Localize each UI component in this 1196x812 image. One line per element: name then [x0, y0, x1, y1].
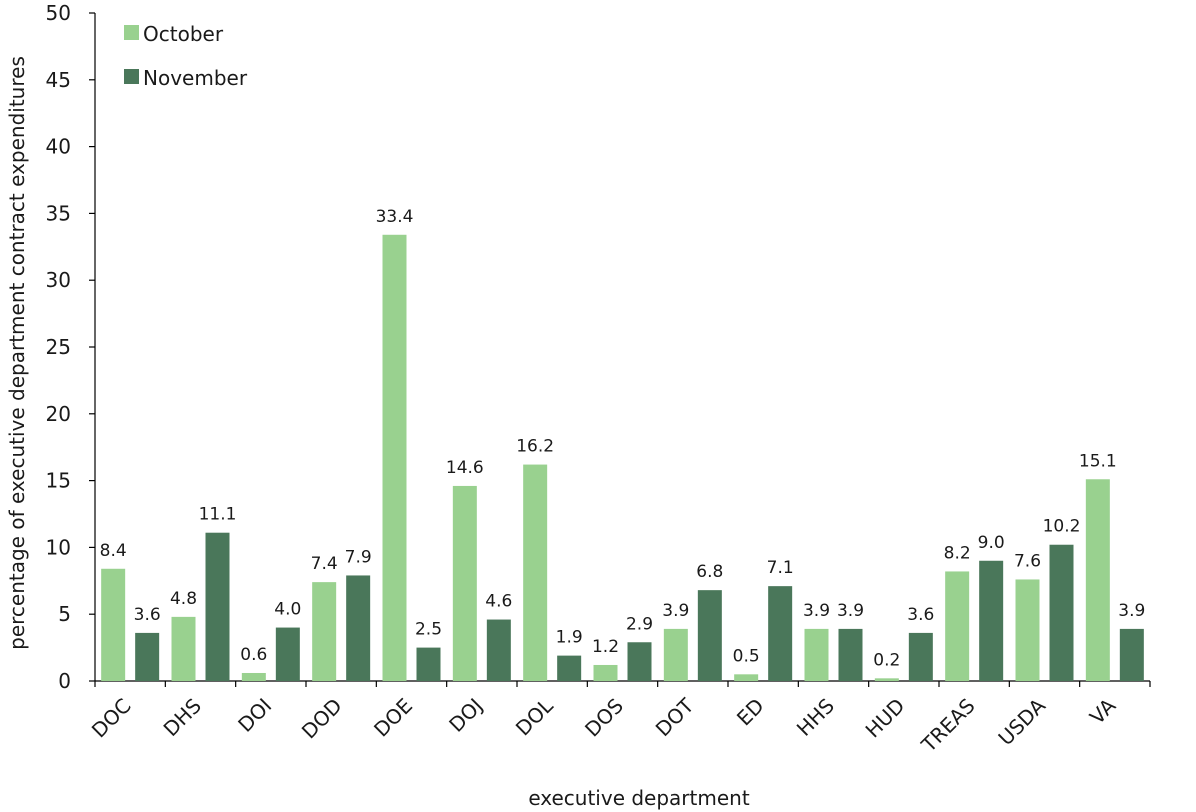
bar-november-ed	[768, 586, 793, 681]
bar-october-dot	[663, 628, 688, 681]
bar-october-usda	[1015, 579, 1040, 681]
bar-november-dot	[697, 590, 722, 681]
data-label: 7.1	[767, 558, 794, 578]
x-tick-label: HUD	[861, 694, 910, 743]
y-tick-label: 0	[58, 669, 71, 693]
bar-november-hhs	[838, 628, 863, 681]
bar-november-dod	[346, 575, 371, 681]
y-tick-label: 35	[46, 201, 71, 225]
bar-october-hud	[874, 678, 899, 681]
y-tick-label: 50	[46, 1, 71, 25]
bar-october-doi	[241, 672, 266, 681]
bar-november-doi	[275, 627, 300, 681]
bar-november-usda	[1049, 544, 1074, 681]
bars	[101, 234, 1144, 681]
bar-october-dhs	[171, 616, 196, 681]
x-tick-label: DOJ	[444, 694, 487, 737]
bar-labels: 8.4 4.8 0.6 7.4 33.4 14.6 16.2 1.2 3.9 0.5 3.9 0.2 8…	[100, 207, 1146, 671]
x-tick-label: ED	[732, 694, 769, 731]
bar-november-dos	[627, 642, 652, 681]
x-tick-label: HHS	[792, 694, 839, 741]
data-label: 1.2	[592, 637, 619, 657]
data-label: 16.2	[516, 437, 554, 457]
data-label: 3.9	[662, 601, 689, 621]
x-tick-label: TREAS	[916, 694, 980, 758]
x-tick-label: DOE	[369, 694, 417, 742]
bar-october-dos	[593, 664, 618, 681]
bar-november-hud	[908, 632, 933, 681]
bar-november-dol	[557, 655, 582, 681]
data-label: 9.0	[978, 533, 1005, 553]
y-tick-label: 45	[46, 68, 71, 92]
data-label: 6.8	[696, 562, 723, 582]
legend: October November	[124, 22, 248, 90]
x-tick-label: VA	[1085, 693, 1121, 729]
data-label: 14.6	[446, 458, 484, 478]
bar-october-doc	[101, 568, 126, 681]
y-tick-label: 20	[46, 402, 71, 426]
x-tick-label: DHS	[159, 694, 206, 741]
x-tick-label: USDA	[993, 693, 1050, 750]
bar-october-hhs	[804, 628, 829, 681]
bar-november-dhs	[205, 532, 230, 681]
bar-october-dod	[312, 582, 337, 681]
y-tick-label: 5	[58, 602, 71, 626]
data-label: 8.4	[100, 541, 127, 561]
y-axis-title: percentage of executive department contr…	[5, 56, 29, 650]
data-label: 3.9	[1118, 601, 1145, 621]
data-label: 0.2	[873, 650, 900, 670]
data-label: 3.9	[837, 601, 864, 621]
legend-swatch-october	[124, 25, 139, 40]
y-tick-label: 30	[46, 268, 71, 292]
bar-october-va	[1085, 479, 1110, 681]
y-tick-label: 25	[46, 335, 71, 359]
data-label: 7.9	[345, 547, 372, 567]
data-label: 7.4	[311, 554, 338, 574]
bar-november-va	[1119, 628, 1144, 681]
y-axis: 0 5 10 15 20 25 30 35 40 45 50	[46, 1, 96, 693]
data-label: 4.8	[170, 589, 197, 609]
bar-october-doj	[452, 485, 477, 681]
bar-october-doe	[382, 234, 407, 681]
bar-october-ed	[734, 674, 759, 681]
data-label: 0.5	[733, 646, 760, 666]
data-label: 33.4	[376, 207, 414, 227]
data-label: 4.6	[485, 592, 512, 612]
y-tick-label: 15	[46, 469, 71, 493]
data-label: 0.6	[240, 645, 267, 665]
data-label: 15.1	[1079, 451, 1117, 471]
data-label: 2.5	[415, 620, 442, 640]
x-tick-label: DOD	[297, 694, 347, 744]
data-label: 1.9	[556, 628, 583, 648]
bar-november-doc	[135, 632, 160, 681]
data-label: 3.6	[907, 605, 934, 625]
x-tick-label: DOI	[233, 694, 276, 737]
x-tick-label: DOC	[87, 694, 136, 743]
bar-november-doe	[416, 647, 441, 681]
x-tick-label: DOL	[511, 693, 558, 740]
data-label: 8.2	[944, 543, 971, 563]
x-tick-label: DOS	[580, 694, 628, 742]
data-label: 2.9	[626, 614, 653, 634]
data-label: 7.6	[1014, 551, 1041, 571]
bar-october-treas	[945, 571, 970, 681]
legend-label-october: October	[143, 22, 224, 46]
data-label: 10.2	[1043, 517, 1081, 537]
data-label: 4.0	[274, 600, 301, 620]
y-tick-label: 40	[46, 135, 71, 159]
x-tick-label: DOT	[651, 693, 699, 741]
data-label: 11.1	[199, 505, 237, 525]
bar-october-dol	[523, 464, 548, 681]
legend-swatch-november	[124, 69, 139, 84]
data-label: 3.6	[134, 605, 161, 625]
data-label: 3.9	[803, 601, 830, 621]
x-axis: DOC DHS DOI DOD DOE DOJ DOL DOS DOT ED HHS HUD TREAS…	[87, 680, 1151, 758]
y-tick-label: 10	[46, 535, 71, 559]
legend-label-november: November	[143, 66, 248, 90]
bar-november-treas	[979, 560, 1004, 681]
bar-november-doj	[486, 619, 511, 681]
x-axis-title: executive department	[528, 786, 750, 810]
